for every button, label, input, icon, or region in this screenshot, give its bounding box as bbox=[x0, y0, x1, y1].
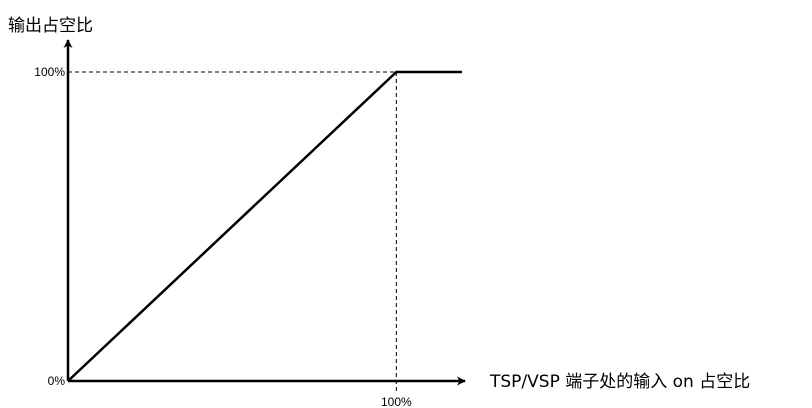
y-tick-label: 0% bbox=[48, 374, 66, 388]
reference-lines bbox=[68, 71, 397, 393]
x-tick-label: 100% bbox=[381, 395, 412, 408]
tick-labels: 0% 100% 100% bbox=[34, 65, 412, 408]
y-axis-title: 输出占空比 bbox=[8, 16, 93, 36]
y-tick-label: 100% bbox=[34, 65, 65, 79]
x-axis-title: TSP/VSP 端子处的输入 on 占空比 bbox=[489, 372, 750, 392]
series-layer bbox=[67, 70, 462, 382]
series-line-0 bbox=[67, 70, 462, 382]
